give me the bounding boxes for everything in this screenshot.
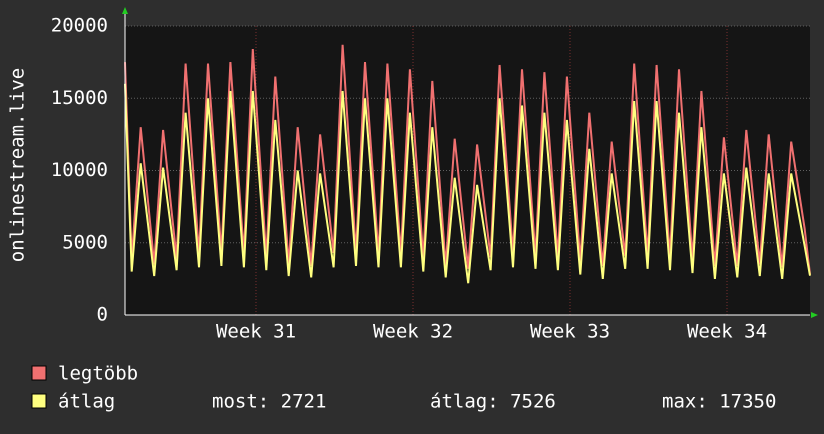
x-tick-label: Week 34 bbox=[687, 321, 767, 343]
x-tick-label: Week 33 bbox=[530, 321, 610, 343]
legend-stat: most: 2721 bbox=[212, 391, 326, 413]
series-line bbox=[124, 44, 811, 275]
y-tick-label: 10000 bbox=[51, 159, 108, 181]
y-axis-label: onlinestream.live bbox=[7, 68, 29, 262]
axis-arrow bbox=[122, 7, 128, 14]
x-tick-label: Week 31 bbox=[216, 321, 296, 343]
legend: legtöbb átlag most: 2721 átlag: 7526 max: 17… bbox=[31, 363, 776, 413]
y-tick-label: 0 bbox=[97, 304, 108, 326]
y-tick-label: 20000 bbox=[51, 15, 108, 37]
y-tick-label: 5000 bbox=[62, 231, 108, 253]
axis-arrow bbox=[811, 312, 818, 318]
legend-swatch bbox=[31, 365, 47, 381]
x-tick-label: Week 32 bbox=[373, 321, 453, 343]
legend-label: átlag bbox=[58, 391, 115, 413]
series-line bbox=[124, 83, 811, 284]
y-tick-label: 15000 bbox=[51, 87, 108, 109]
legend-stat: max: 17350 bbox=[662, 391, 776, 413]
legend-label: legtöbb bbox=[58, 363, 138, 385]
legend-swatch bbox=[31, 393, 47, 409]
legend-stat: átlag: 7526 bbox=[430, 391, 556, 413]
